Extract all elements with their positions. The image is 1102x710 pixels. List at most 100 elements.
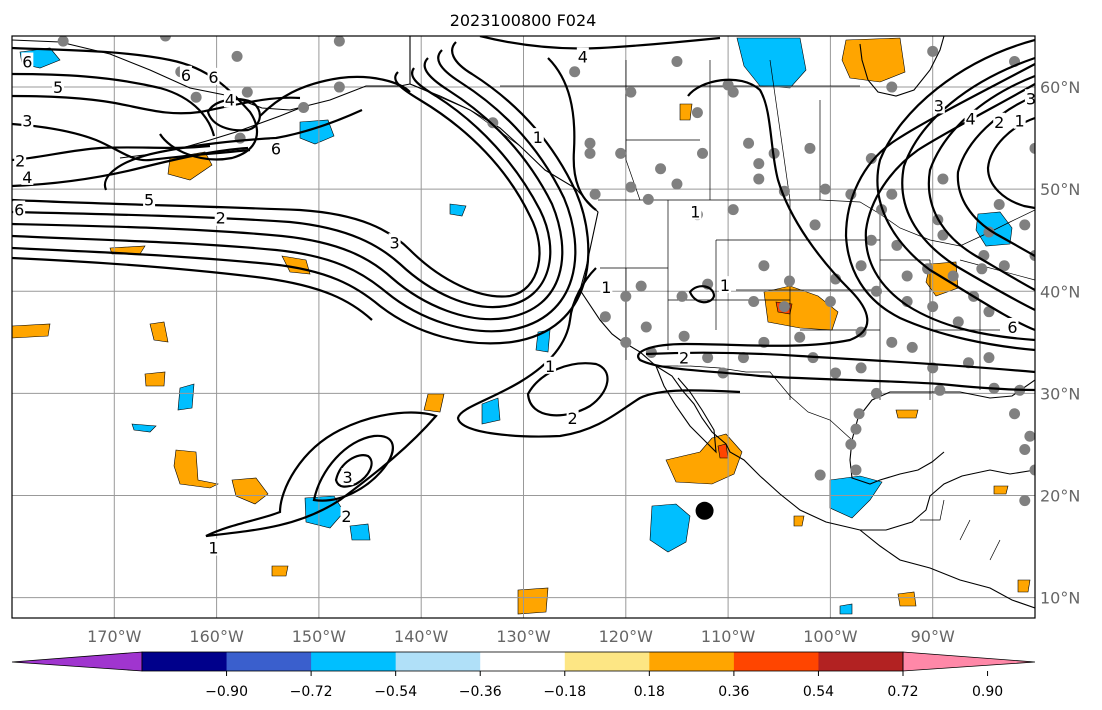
positive-anomaly-region	[1017, 579, 1031, 593]
station-dot	[241, 86, 253, 98]
central-america-coast	[859, 529, 1035, 609]
contour-label: 5	[144, 190, 154, 209]
station-dot	[645, 347, 657, 359]
station-dot	[983, 306, 995, 318]
station-dot	[927, 45, 939, 57]
contour-label: 1	[601, 278, 611, 297]
station-dot	[190, 91, 202, 103]
latitude-tick-label: 60°N	[1040, 78, 1080, 97]
contour-line	[547, 57, 597, 211]
negative-anomaly-region	[177, 383, 195, 411]
station-dot	[794, 331, 806, 343]
station-dot	[901, 270, 913, 282]
station-dot	[983, 226, 995, 238]
negative-anomaly-region	[481, 397, 501, 425]
station-dot	[333, 36, 345, 47]
station-dot	[830, 367, 842, 379]
station-dot	[778, 301, 790, 313]
contour-line	[12, 256, 373, 321]
station-dot	[599, 311, 611, 323]
contour-label-background	[269, 139, 282, 157]
contour-line	[12, 57, 564, 321]
contour-label-background	[566, 408, 579, 426]
contour-label: 1	[720, 276, 730, 295]
station-dot	[640, 321, 652, 333]
station-dot	[569, 66, 581, 78]
contour-line	[12, 71, 541, 298]
negative-anomaly-region	[839, 603, 853, 615]
contour-label: 2	[216, 209, 226, 228]
contour-line	[901, 56, 1035, 311]
us-mexico-border	[656, 365, 853, 441]
longitude-labels: 170°W 160°W 150°W 140°W 130°W 120°W 110°W 100°W…	[87, 627, 955, 646]
station-dot	[697, 147, 709, 159]
negative-anomaly-region	[131, 423, 157, 433]
contour-label: 6	[208, 68, 218, 87]
colorbar-tick-labels: −0.90 −0.72 −0.54 −0.36 −0.18 0.18 0.36 0.54 0.7…	[205, 671, 1003, 700]
negative-anomaly-region	[649, 503, 691, 553]
colorbar-segment	[818, 652, 904, 671]
station-dot	[691, 107, 703, 119]
colorbar-segments	[142, 652, 904, 671]
contour-label: 2	[679, 349, 689, 368]
contour-label: 6	[271, 139, 281, 158]
contour-lines	[12, 36, 1035, 538]
station-dot	[1019, 495, 1031, 507]
station-dot	[937, 173, 949, 185]
contour-label-background	[21, 167, 34, 185]
station-dot	[727, 86, 739, 98]
positive-anomaly-region	[897, 591, 917, 607]
station-dot	[886, 81, 898, 93]
station-dot	[57, 36, 69, 47]
station-dot	[589, 188, 601, 200]
contour-label-background	[1013, 111, 1026, 129]
station-dot	[676, 290, 688, 302]
longitude-tick-label: 130°W	[496, 627, 551, 646]
station-dot	[809, 219, 821, 231]
anomaly-shading	[12, 37, 1031, 615]
positive-anomaly-region	[517, 587, 549, 615]
contour-label: 3	[934, 96, 944, 115]
contour-label-background	[1006, 318, 1019, 335]
contour-label: 1	[1015, 112, 1025, 131]
contour-line	[637, 78, 1035, 392]
contour-label: 1	[690, 203, 700, 222]
station-dot	[865, 153, 877, 165]
station-dot	[998, 260, 1010, 272]
contour-label-background	[993, 112, 1006, 130]
positive-anomaly-region	[993, 485, 1009, 495]
contour-label-background	[21, 52, 34, 70]
station-dot	[357, 36, 362, 37]
station-dot	[824, 295, 836, 307]
contour-line	[479, 36, 721, 50]
positive-anomaly-region	[173, 449, 219, 489]
map-frame	[11, 35, 1036, 619]
colorbar-tick-label: 0.90	[972, 684, 1003, 700]
station-dot	[748, 295, 760, 307]
station-dot	[753, 158, 765, 170]
negative-anomaly-region	[736, 37, 807, 89]
positive-anomaly-region	[423, 393, 445, 413]
contour-label: 2	[568, 409, 578, 428]
latitude-tick-label: 50°N	[1040, 180, 1080, 199]
station-dot	[983, 352, 995, 364]
positive-anomaly-region	[149, 321, 169, 343]
station-dot	[804, 142, 816, 154]
station-dot	[1024, 430, 1035, 442]
station-dot	[758, 260, 770, 272]
colorbar-frame	[141, 651, 904, 672]
contour-label: 2	[15, 152, 25, 171]
longitude-tick-label: 90°W	[911, 627, 955, 646]
colorbar-segment	[649, 652, 735, 671]
latitude-tick-label: 20°N	[1040, 486, 1080, 505]
contour-label-background	[143, 190, 156, 208]
contour-label: 1	[545, 357, 555, 376]
station-dot	[655, 163, 667, 175]
station-dot	[620, 336, 632, 348]
longitude-tick-label: 100°W	[803, 627, 858, 646]
contour-label: 3	[342, 468, 352, 487]
contour-label: 4	[22, 168, 32, 187]
station-dot	[298, 101, 310, 113]
